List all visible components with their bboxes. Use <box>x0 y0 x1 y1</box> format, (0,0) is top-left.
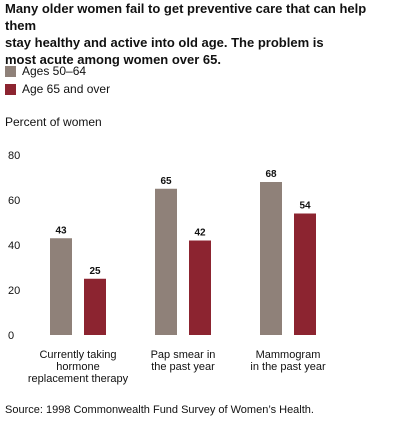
bar-value-label: 43 <box>55 225 67 236</box>
bar <box>50 238 72 335</box>
source-note: Source: 1998 Commonwealth Fund Survey of… <box>5 404 314 416</box>
category-label: in the past year <box>250 361 326 373</box>
legend-label: Age 65 and over <box>22 82 111 96</box>
category-label: Pap smear in <box>151 349 216 361</box>
legend-item-age-65-over: Age 65 and over <box>5 80 110 98</box>
y-tick-label: 20 <box>8 285 20 297</box>
bar <box>84 278 106 335</box>
y-axis-label: Percent of women <box>5 115 102 129</box>
title-line: most acute among women over 65. <box>5 52 222 67</box>
legend: Ages 50–64 Age 65 and over <box>5 62 110 98</box>
title-line: stay healthy and active into old age. Th… <box>5 35 324 50</box>
legend-swatch <box>5 65 16 77</box>
y-tick-label: 80 <box>8 150 20 162</box>
category-label: hormone <box>56 361 99 373</box>
bar <box>189 240 211 335</box>
bar-value-label: 54 <box>299 201 311 212</box>
y-tick-label: 40 <box>8 240 20 252</box>
bar-value-label: 68 <box>265 169 277 180</box>
chart-title: Many older women fail to get preventive … <box>5 0 397 68</box>
category-label: Currently taking <box>39 349 116 361</box>
bar <box>155 188 177 335</box>
category-label: Mammogram <box>256 349 321 361</box>
bar <box>260 182 282 335</box>
legend-label: Ages 50–64 <box>22 64 87 78</box>
y-tick-label: 0 <box>8 330 14 342</box>
legend-item-ages-50-64: Ages 50–64 <box>5 62 110 80</box>
legend-swatch <box>5 83 16 95</box>
category-label: replacement therapy <box>28 373 129 385</box>
category-label: the past year <box>151 361 215 373</box>
y-tick-label: 60 <box>8 195 20 207</box>
bar <box>294 213 316 335</box>
title-line: Many older women fail to get preventive … <box>5 1 367 33</box>
bar-value-label: 25 <box>89 266 101 277</box>
bar-value-label: 42 <box>194 228 206 239</box>
bar-value-label: 65 <box>160 176 172 187</box>
